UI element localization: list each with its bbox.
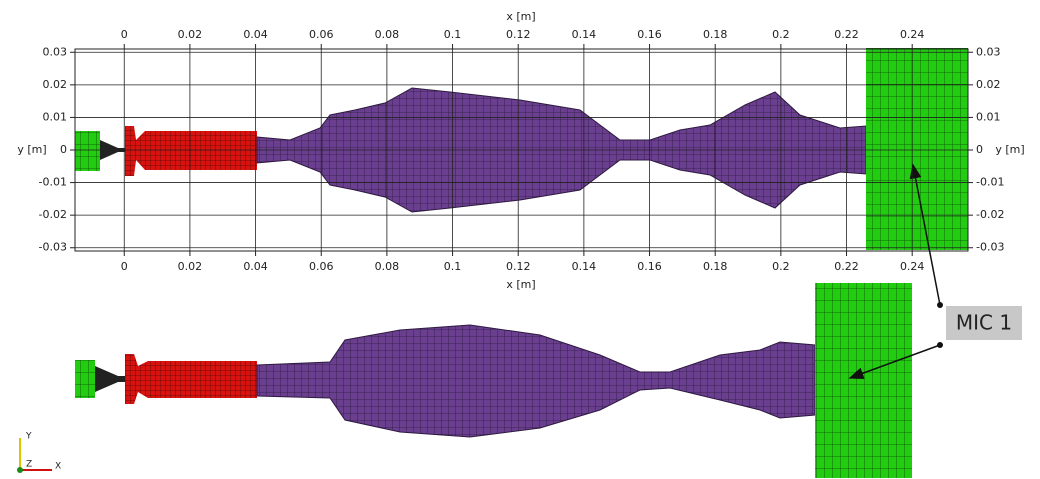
annotation-label: MIC 1 bbox=[956, 311, 1012, 335]
y-tick-label: -0.01 bbox=[39, 176, 67, 189]
y-tick-label: 0 bbox=[60, 143, 67, 156]
y-tick-label: -0.03 bbox=[39, 241, 67, 254]
y-tick-label: -0.03 bbox=[976, 241, 1004, 254]
y-axis-title: y [m] bbox=[995, 143, 1024, 156]
x-tick-label: 0.18 bbox=[703, 28, 728, 41]
x-tick-label: 0.12 bbox=[506, 28, 531, 41]
x-tick-label: 0.04 bbox=[243, 260, 268, 273]
x-tick-label: 0.14 bbox=[572, 28, 597, 41]
y-tick-label: 0.02 bbox=[43, 78, 68, 91]
x-tick-label: 0.18 bbox=[703, 260, 728, 273]
y-tick-label: -0.02 bbox=[976, 208, 1004, 221]
y-tick-label: 0.03 bbox=[976, 45, 1001, 58]
axis-label: X bbox=[55, 462, 61, 472]
y-tick-label: -0.02 bbox=[39, 208, 67, 221]
viewport: x [m] x [m] y [m] y [m] MIC 1 Y Z X 0 0 0.… bbox=[0, 0, 1040, 479]
x-tick-label: 0.12 bbox=[506, 260, 531, 273]
inlet-block bbox=[75, 131, 100, 171]
x-tick-label: 0.06 bbox=[309, 260, 334, 273]
x-tick-label: 0.2 bbox=[772, 260, 790, 273]
x-tick-label: 0.16 bbox=[637, 28, 662, 41]
x-tick-label: 0.02 bbox=[178, 260, 203, 273]
x-tick-label: 0.16 bbox=[637, 260, 662, 273]
y-tick-label: -0.01 bbox=[976, 176, 1004, 189]
x-tick-label: 0.1 bbox=[444, 28, 462, 41]
top-geometry bbox=[75, 48, 968, 250]
y-tick-label: 0.01 bbox=[976, 110, 1001, 123]
annotation-dot bbox=[937, 302, 943, 308]
x-tick-label: 0 bbox=[121, 28, 128, 41]
axis-label: Z bbox=[26, 460, 32, 470]
mic-block bbox=[866, 48, 968, 250]
y-axis-title: y [m] bbox=[17, 143, 46, 156]
inlet-block bbox=[75, 360, 95, 398]
annotation-dot bbox=[937, 342, 943, 348]
bottom-geometry bbox=[75, 283, 912, 478]
red-section bbox=[125, 354, 257, 404]
x-axis-title: x [m] bbox=[506, 278, 535, 291]
x-tick-label: 0.08 bbox=[375, 28, 400, 41]
axis-label: Y bbox=[25, 432, 32, 442]
x-tick-label: 0.04 bbox=[243, 28, 268, 41]
y-tick-label: 0.02 bbox=[976, 78, 1001, 91]
y-tick-label: 0.03 bbox=[43, 45, 68, 58]
x-tick-label: 0.1 bbox=[444, 260, 462, 273]
orientation-axes: Y Z X bbox=[17, 432, 61, 474]
x-tick-label: 0.08 bbox=[375, 260, 400, 273]
x-tick-label: 0.2 bbox=[772, 28, 790, 41]
x-axis-title: x [m] bbox=[506, 10, 535, 23]
throat bbox=[95, 366, 125, 392]
y-tick-label: 0.01 bbox=[43, 110, 68, 123]
x-tick-label: 0.22 bbox=[834, 28, 859, 41]
red-section bbox=[125, 126, 257, 176]
mic-block bbox=[815, 283, 912, 478]
x-tick-label: 0.06 bbox=[309, 28, 334, 41]
x-tick-label: 0.02 bbox=[178, 28, 203, 41]
x-tick-label: 0.24 bbox=[900, 260, 925, 273]
y-tick-label: 0 bbox=[976, 143, 983, 156]
axis-z bbox=[17, 467, 23, 473]
x-tick-label: 0.22 bbox=[834, 260, 859, 273]
x-tick-label: 0 bbox=[121, 260, 128, 273]
purple-section bbox=[257, 325, 815, 437]
x-tick-label: 0.24 bbox=[900, 28, 925, 41]
x-tick-label: 0.14 bbox=[572, 260, 597, 273]
